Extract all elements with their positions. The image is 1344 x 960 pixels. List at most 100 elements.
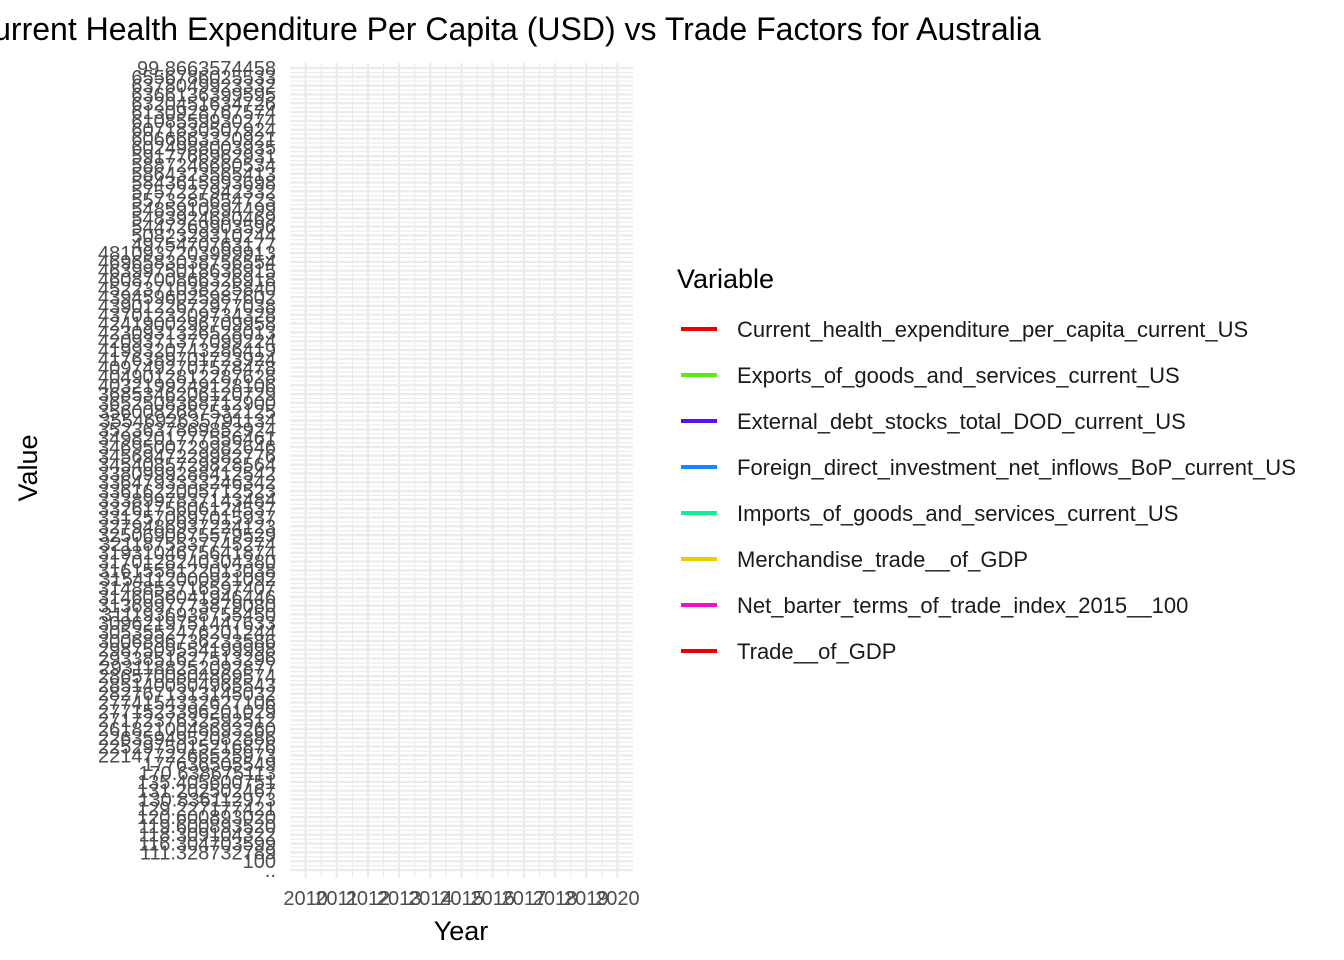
- y-tick-label: 3652508368712900: [98, 393, 276, 415]
- y-tick-label: 2252975015216876: [98, 737, 276, 759]
- y-tick-label: 5573285654723: [131, 190, 276, 212]
- y-tick-label: 5757227942332: [131, 181, 276, 203]
- y-tick-label: 3053552476201244: [98, 622, 276, 644]
- y-tick-label: 3096219751447633: [98, 613, 276, 635]
- y-tick-label: 6066663320921: [131, 129, 276, 151]
- y-tick-label: 131.202502467: [137, 781, 276, 803]
- y-tick-label: 4209371377099224: [98, 331, 276, 353]
- x-tick-label: 2019: [564, 888, 609, 910]
- y-tick-label: 3498201777556461: [98, 428, 276, 450]
- y-axis-title: Value: [13, 434, 43, 501]
- y-tick-label: 4696583038756554: [98, 252, 276, 274]
- y-tick-label: 2214772266525973: [98, 745, 276, 767]
- x-tick-label: 2018: [533, 888, 578, 910]
- y-tick-label: 2263594952082886: [98, 728, 276, 750]
- legend-label: Net_barter_terms_of_trade_index_2015__10…: [737, 593, 1188, 618]
- y-tick-label: 3146056041946446: [98, 587, 276, 609]
- x-tick-label: 2016: [470, 888, 515, 910]
- x-axis-title: Year: [434, 916, 489, 946]
- y-tick-label: 2774154332627106: [98, 693, 276, 715]
- y-tick-label: 6024988003935: [131, 137, 276, 159]
- y-tick-label: 4975470763177: [131, 234, 276, 256]
- y-tick-label: 3456947229982776: [98, 446, 276, 468]
- y-tick-label: 120.600893020: [137, 807, 276, 829]
- y-tick-label: 4390122672977038: [98, 296, 276, 318]
- y-tick-label: 2827671313145032: [98, 684, 276, 706]
- y-tick-label: 5864323565413: [131, 164, 276, 186]
- legend-label: Merchandise_trade__of_GDP: [737, 547, 1028, 572]
- y-tick-label: 111.328732789: [140, 842, 276, 864]
- y-tick-label: 3454085729828564: [98, 455, 276, 477]
- y-tick-label: 2931188252092877: [100, 657, 276, 679]
- x-tick-label: 2014: [408, 888, 453, 910]
- y-tick-label: 4230931326528013: [98, 322, 276, 344]
- x-tick-label: 2012: [346, 888, 391, 910]
- y-tick-label: 4522371038225840: [98, 278, 276, 300]
- y-tick-label: 5082329310244: [131, 225, 276, 247]
- y-tick-label: 3148853716597407: [98, 578, 276, 600]
- y-tick-label: 3279486937224123: [98, 516, 276, 538]
- x-axis-tick-labels: 2010201120122013201420152016201720182019…: [283, 888, 639, 910]
- legend-item: Foreign_direct_investment_net_inflows_Bo…: [681, 455, 1296, 480]
- x-tick-label: 2010: [283, 888, 328, 910]
- y-tick-label: 3111936938755450: [101, 604, 276, 626]
- y-tick-label: 3560082687532125: [98, 402, 276, 424]
- y-tick-label: 4241900296709958: [98, 314, 276, 336]
- y-tick-label: 135.405600751: [137, 772, 276, 794]
- legend-item: Exports_of_goods_and_services_current_US: [681, 363, 1180, 388]
- legend-item: External_debt_stocks_total_DOD_current_U…: [681, 409, 1186, 434]
- legend-item: Imports_of_goods_and_services_current_US: [681, 501, 1178, 526]
- y-tick-label: 2771523396201029: [98, 701, 276, 723]
- y-tick-label: 4810937203999913: [98, 243, 276, 265]
- legend-item: Trade__of_GDP: [681, 639, 896, 664]
- y-tick-label: 6071830507924: [131, 120, 276, 142]
- x-tick-label: 2015: [439, 888, 484, 910]
- y-tick-label: 5843615993698: [131, 173, 276, 195]
- y-tick-label: 2717237632592512: [98, 710, 276, 732]
- y-tick-label: 5917766962931: [131, 146, 276, 168]
- y-tick-label: 100: [243, 851, 276, 873]
- legend-item: Merchandise_trade__of_GDP: [681, 547, 1028, 572]
- x-tick-label: 2017: [502, 888, 547, 910]
- y-tick-label: 4639975018636915: [98, 261, 276, 283]
- y-tick-label: 6378049923332: [131, 76, 276, 98]
- y-tick-label: 3161558122013038: [98, 560, 276, 582]
- legend-item: Current_health_expenditure_per_capita_cu…: [681, 317, 1248, 342]
- y-tick-label: 170.638675113: [138, 763, 276, 785]
- y-tick-label: 3326175606124537: [98, 499, 276, 521]
- legend-label: Exports_of_goods_and_services_current_US: [737, 363, 1180, 388]
- legend: Variable Current_health_expenditure_per_…: [677, 264, 1296, 664]
- y-tick-label: 3154112000921092: [100, 569, 276, 591]
- x-tick-label: 2020: [595, 888, 640, 910]
- legend-label: Current_health_expenditure_per_capita_cu…: [737, 317, 1248, 342]
- y-tick-label: 130.836112973: [138, 789, 276, 811]
- y-tick-label: 2987509554199998: [98, 640, 276, 662]
- y-tick-label: 119.600893520: [138, 816, 276, 838]
- plot-panel: [290, 63, 633, 878]
- y-tick-label: 4176389701723924: [98, 349, 276, 371]
- legend-label: External_debt_stocks_total_DOD_current_U…: [737, 409, 1186, 434]
- y-tick-label: ..: [265, 860, 276, 882]
- y-tick-label: 6130928767574: [131, 102, 276, 124]
- y-tick-label: 3136997773879080: [98, 596, 276, 618]
- y-tick-label: 2618210048693260: [98, 719, 276, 741]
- y-tick-label: 3312570697015937: [98, 507, 276, 529]
- legend-label: Trade__of_GDP: [737, 639, 896, 664]
- y-tick-label: 3361622005712523: [98, 481, 276, 503]
- legend-title: Variable: [677, 264, 774, 294]
- x-tick-label: 2013: [377, 888, 422, 910]
- y-tick-label: 3554692635791134: [100, 411, 276, 433]
- legend-label: Imports_of_goods_and_services_current_US: [737, 501, 1178, 526]
- y-tick-label: 4608700866326918: [98, 270, 276, 292]
- y-tick-label: 4049012812287628: [98, 366, 276, 388]
- y-tick-label: 3250690675579529: [98, 525, 276, 547]
- y-tick-label: 99.8663574458: [137, 58, 276, 80]
- y-tick-label: 4097492707578478: [98, 358, 276, 380]
- y-tick-label: 6320451634726: [131, 93, 276, 115]
- y-tick-label: 116.304703599: [138, 834, 276, 856]
- y-tick-label: 6108559930274: [131, 111, 276, 133]
- y-tick-label: 5485910894499: [131, 199, 276, 221]
- legend-item: Net_barter_terms_of_trade_index_2015__10…: [681, 593, 1188, 618]
- chart-title: Current Health Expenditure Per Capita (U…: [0, 11, 1041, 47]
